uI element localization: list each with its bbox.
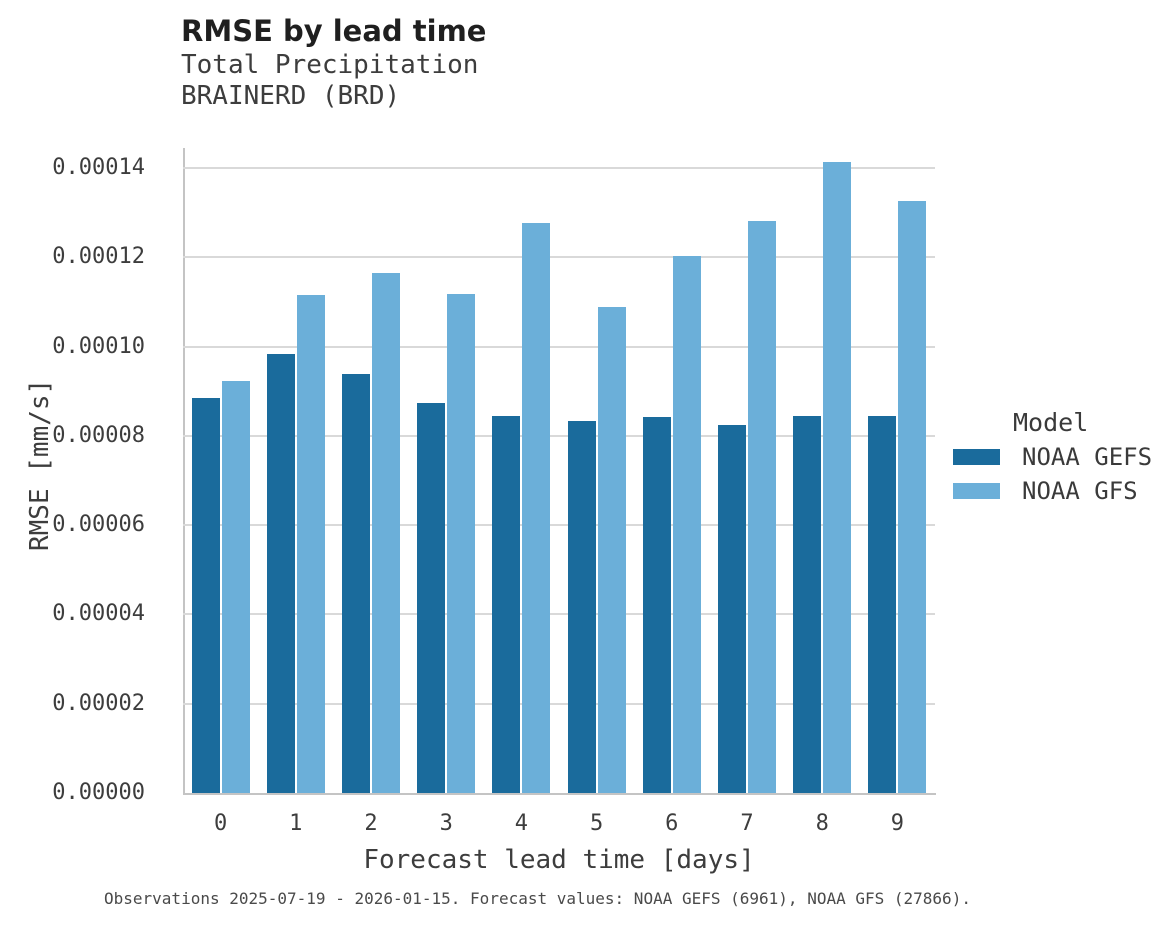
x-tick-label-4: 4	[514, 811, 529, 836]
bar-noaa-gefs-lead-1	[266, 354, 295, 793]
x-tick-label-5: 5	[589, 811, 604, 836]
x-tick-label-6: 6	[665, 811, 679, 836]
y-axis-title: RMSE [mm/s]	[25, 378, 55, 551]
legend-entry-noaa-gefs: NOAA GEFS	[953, 443, 1168, 471]
bar-noaa-gefs-lead-6	[642, 416, 671, 793]
chart-subtitle-variable: Total Precipitation	[181, 50, 479, 80]
bar-noaa-gefs-lead-9	[868, 416, 897, 793]
gridline-0.00010	[183, 345, 935, 348]
legend-entry-noaa-gfs: NOAA GFS	[953, 477, 1168, 505]
legend-title: Model	[1013, 408, 1089, 437]
bar-noaa-gfs-lead-3	[447, 294, 476, 793]
bar-noaa-gefs-lead-5	[567, 421, 596, 793]
bar-noaa-gfs-lead-2	[372, 272, 400, 793]
bar-noaa-gfs-lead-5	[597, 307, 626, 793]
x-tick-label-7: 7	[740, 811, 754, 836]
legend-entries: NOAA GEFS NOAA GFS	[953, 443, 1168, 505]
y-tick-label-0.00000: 0.00000	[52, 780, 145, 805]
y-tick-label-0.00014: 0.00014	[52, 155, 145, 181]
chart-subtitle-station: BRAINERD (BRD)	[181, 81, 401, 111]
legend-swatch-icon	[953, 482, 1000, 499]
footnote-caption: Observations 2025-07-19 - 2026-01-15. Fo…	[104, 889, 971, 908]
bar-noaa-gefs-lead-7	[718, 424, 746, 793]
gridline-0.00014	[183, 167, 935, 170]
bar-noaa-gfs-lead-8	[823, 162, 852, 793]
x-tick-label-8: 8	[815, 811, 829, 836]
y-tick-label-0.00004: 0.00004	[52, 601, 145, 627]
x-tick-label-0: 0	[213, 811, 228, 836]
bar-noaa-gfs-lead-9	[898, 200, 927, 793]
bar-noaa-gfs-lead-7	[748, 221, 776, 793]
x-tick-label-1: 1	[289, 811, 303, 836]
x-axis-title: Forecast lead time [days]	[363, 845, 755, 875]
y-tick-label-0.00012: 0.00012	[52, 244, 145, 270]
bar-noaa-gfs-lead-6	[672, 256, 701, 793]
gridline-0.00006	[183, 524, 935, 527]
y-tick-label-0.00008: 0.00008	[52, 422, 145, 448]
x-tick-label-2: 2	[364, 811, 378, 836]
x-tick-label-9: 9	[890, 811, 905, 836]
y-tick-label-0.00002: 0.00002	[52, 690, 145, 716]
bar-noaa-gefs-lead-3	[417, 403, 446, 793]
bar-noaa-gefs-lead-4	[492, 415, 521, 793]
legend-swatch-icon	[953, 448, 1000, 465]
bar-noaa-gefs-lead-0	[191, 398, 220, 793]
gridline-0.00004	[183, 613, 935, 616]
y-tick-label-0.00010: 0.00010	[52, 333, 145, 359]
y-tick-label-0.00006: 0.00006	[52, 512, 145, 538]
x-tick-label-3: 3	[439, 811, 453, 836]
gridline-0.00002	[183, 702, 935, 705]
legend-label: NOAA GFS	[1022, 476, 1138, 505]
plot-area	[183, 148, 935, 793]
legend: Model NOAA GEFS NOAA GFS	[953, 408, 1168, 516]
y-axis-spine	[183, 148, 185, 795]
x-axis-spine	[183, 793, 936, 795]
bar-noaa-gfs-lead-1	[296, 295, 325, 793]
bar-noaa-gfs-lead-4	[522, 223, 551, 793]
gridline-0.00008	[183, 434, 935, 437]
bar-noaa-gefs-lead-2	[342, 374, 370, 793]
bar-noaa-gfs-lead-0	[221, 381, 250, 793]
chart-title: RMSE by lead time	[181, 14, 487, 48]
legend-label: NOAA GEFS	[1022, 442, 1153, 471]
gridline-0.00012	[183, 256, 935, 259]
bar-noaa-gefs-lead-8	[793, 416, 822, 793]
